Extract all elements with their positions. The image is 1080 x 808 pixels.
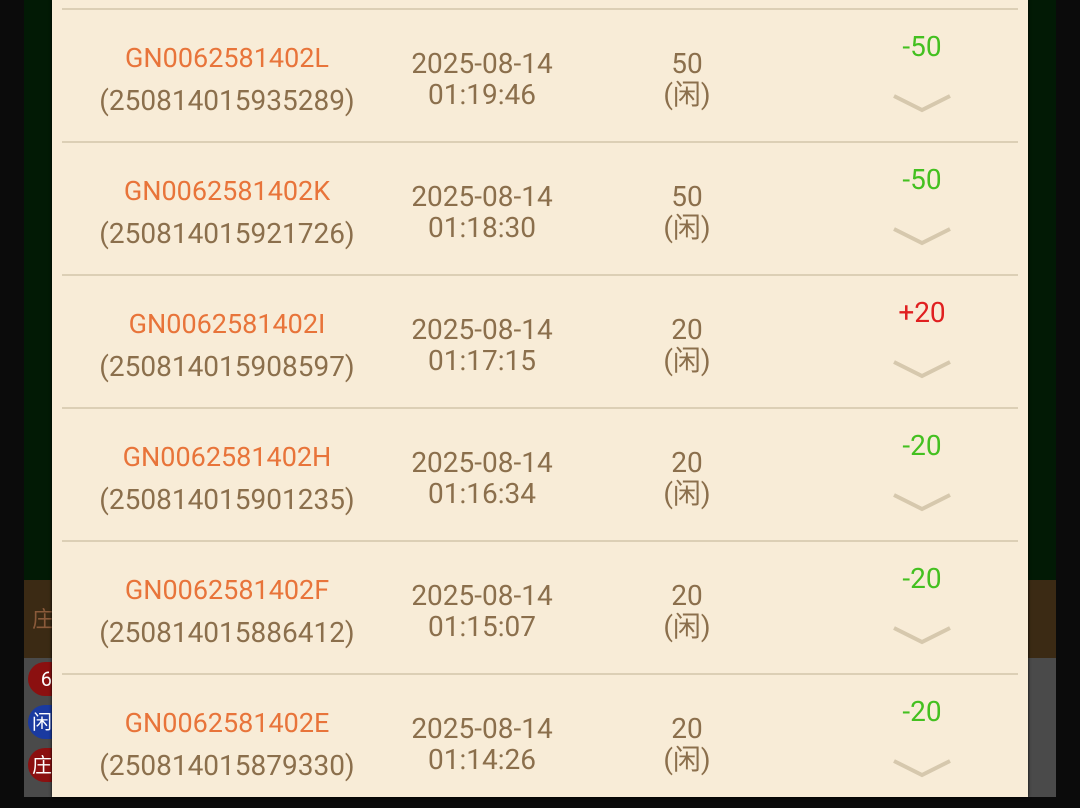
bet-time: 01:17:15	[428, 344, 536, 377]
bet-amount: 20 (闲)	[622, 580, 752, 642]
bet-number: (250814015908597)	[99, 350, 355, 383]
bet-record-row[interactable]: GN0062581402L (250814015935289) 2025-08-…	[62, 8, 1018, 143]
bet-result: -20	[902, 562, 942, 595]
chevron-down-icon[interactable]	[892, 620, 952, 650]
bet-date: 2025-08-14	[411, 579, 553, 612]
bet-result: -50	[902, 30, 942, 63]
bet-side: (闲)	[663, 78, 711, 111]
bet-amount-value: 20	[671, 712, 703, 745]
chevron-down-icon[interactable]	[892, 753, 952, 783]
bet-amount-value: 20	[671, 313, 703, 346]
bet-record-row[interactable]: GN0062581402K (250814015921726) 2025-08-…	[62, 141, 1018, 276]
bet-amount-value: 20	[671, 446, 703, 479]
game-id: GN0062581402H	[122, 441, 332, 473]
bet-datetime: 2025-08-14 01:15:07	[392, 580, 572, 642]
background-roadmap	[1028, 658, 1056, 797]
bet-datetime: 2025-08-14 01:18:30	[392, 181, 572, 243]
bet-date: 2025-08-14	[411, 180, 553, 213]
bet-number: (250814015901235)	[99, 483, 355, 516]
bet-record-row[interactable]: GN0062581402I (250814015908597) 2025-08-…	[62, 274, 1018, 409]
bet-amount: 50 (闲)	[622, 48, 752, 110]
bet-time: 01:16:34	[428, 477, 536, 510]
bet-datetime: 2025-08-14 01:19:46	[392, 48, 572, 110]
bet-amount: 20 (闲)	[622, 314, 752, 376]
bet-time: 01:18:30	[428, 211, 536, 244]
game-id: GN0062581402E	[124, 707, 330, 739]
chevron-down-icon[interactable]	[892, 487, 952, 517]
game-id: GN0062581402I	[128, 308, 326, 340]
bet-side: (闲)	[663, 610, 711, 643]
bet-result: -20	[902, 695, 942, 728]
bet-date: 2025-08-14	[411, 47, 553, 80]
bet-datetime: 2025-08-14 01:14:26	[392, 713, 572, 775]
chevron-down-icon[interactable]	[892, 221, 952, 251]
roadmap-chip: 闲	[28, 705, 52, 739]
bet-amount: 20 (闲)	[622, 447, 752, 509]
bet-date: 2025-08-14	[411, 313, 553, 346]
roadmap-chip: 6	[28, 662, 52, 696]
chevron-down-icon[interactable]	[892, 354, 952, 384]
bet-amount-value: 20	[671, 579, 703, 612]
bet-history-panel[interactable]: GN0062581402L (250814015935289) 2025-08-…	[52, 0, 1028, 797]
bet-datetime: 2025-08-14 01:16:34	[392, 447, 572, 509]
roadmap-chip: 庄	[28, 748, 52, 782]
background-strip: 庄	[24, 580, 54, 658]
bet-result: +20	[898, 296, 946, 329]
bet-time: 01:14:26	[428, 743, 536, 776]
bet-time: 01:15:07	[428, 610, 536, 643]
bet-result: -20	[902, 429, 942, 462]
game-id: GN0062581402F	[124, 574, 330, 606]
bet-amount-value: 50	[671, 180, 703, 213]
bet-number: (250814015935289)	[99, 84, 355, 117]
bet-side: (闲)	[663, 211, 711, 244]
bet-date: 2025-08-14	[411, 446, 553, 479]
bet-date: 2025-08-14	[411, 712, 553, 745]
bet-result: -50	[902, 163, 942, 196]
bet-number: (250814015879330)	[99, 749, 355, 782]
bet-time: 01:19:46	[428, 78, 536, 111]
bet-side: (闲)	[663, 477, 711, 510]
bet-record-row[interactable]: GN0062581402F (250814015886412) 2025-08-…	[62, 540, 1018, 675]
bet-record-row[interactable]: GN0062581402E (250814015879330) 2025-08-…	[62, 673, 1018, 808]
game-id: GN0062581402K	[123, 175, 331, 207]
bet-amount: 50 (闲)	[622, 181, 752, 243]
bet-datetime: 2025-08-14 01:17:15	[392, 314, 572, 376]
bet-number: (250814015886412)	[99, 616, 355, 649]
bet-number: (250814015921726)	[99, 217, 355, 250]
bet-amount-value: 50	[671, 47, 703, 80]
bet-side: (闲)	[663, 344, 711, 377]
bet-record-row[interactable]: GN0062581402H (250814015901235) 2025-08-…	[62, 407, 1018, 542]
bet-side: (闲)	[663, 743, 711, 776]
chevron-down-icon[interactable]	[892, 88, 952, 118]
bet-amount: 20 (闲)	[622, 713, 752, 775]
background-strip	[1028, 580, 1056, 658]
game-id: GN0062581402L	[125, 42, 329, 74]
